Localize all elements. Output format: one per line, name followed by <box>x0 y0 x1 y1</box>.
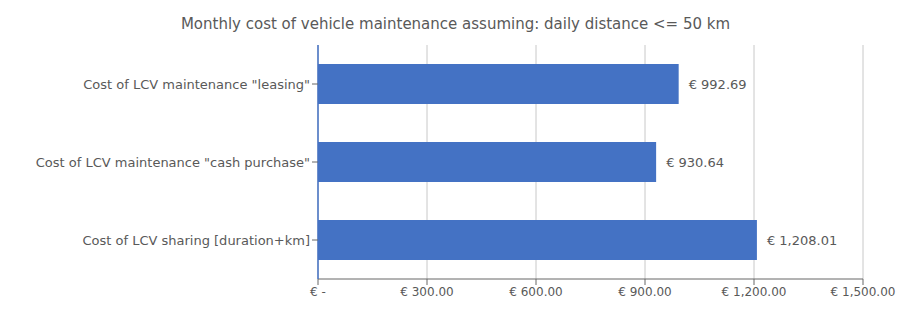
svg-text:Cost of LCV maintenance "cash: Cost of LCV maintenance "cash purchase" <box>36 155 310 170</box>
svg-text:€ 1,200.00: € 1,200.00 <box>722 285 787 299</box>
svg-text:€ 930.64: € 930.64 <box>666 155 724 170</box>
svg-text:€ 900.00: € 900.00 <box>618 285 671 299</box>
svg-text:€ 600.00: € 600.00 <box>509 285 562 299</box>
svg-text:Cost of LCV sharing [duration+: Cost of LCV sharing [duration+km] <box>82 233 310 248</box>
svg-text:Cost of LCV maintenance "leasi: Cost of LCV maintenance "leasing" <box>83 77 310 92</box>
html-text:Monthly cost of vehicle mainte: Monthly cost of vehicle maintenance assu… <box>180 15 731 33</box>
svg-text:€ -: € - <box>310 285 326 299</box>
svg-text:€ 1,208.01: € 1,208.01 <box>767 233 837 248</box>
svg-text:€ 1,500.00: € 1,500.00 <box>831 285 896 299</box>
svg-text:€ 300.00: € 300.00 <box>400 285 453 299</box>
svg-text:€ 992.69: € 992.69 <box>689 77 747 92</box>
